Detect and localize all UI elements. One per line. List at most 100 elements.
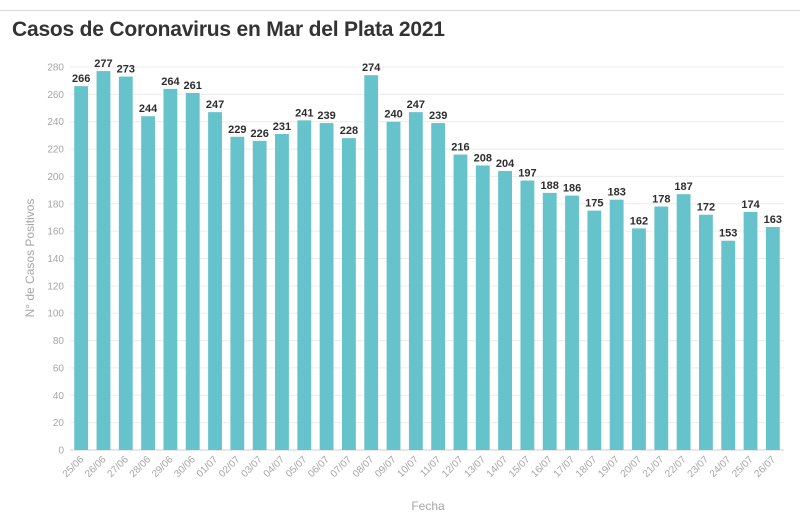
x-tick-label: 13/07: [462, 454, 488, 480]
y-tick-label: 0: [58, 446, 64, 457]
x-tick-label: 19/07: [596, 454, 622, 480]
bar[interactable]: [208, 112, 222, 450]
data-label: 204: [496, 158, 515, 170]
y-tick-label: 260: [47, 90, 64, 101]
bar[interactable]: [297, 120, 312, 450]
bar[interactable]: [676, 194, 691, 450]
bar[interactable]: [632, 228, 646, 450]
bar[interactable]: [453, 154, 468, 451]
data-label: 175: [585, 198, 603, 210]
y-tick-label: 280: [47, 63, 64, 74]
data-label: 239: [429, 110, 447, 122]
bar[interactable]: [386, 121, 401, 450]
x-tick-label: 14/07: [485, 454, 511, 480]
bar[interactable]: [565, 195, 579, 450]
x-tick-label: 02/07: [217, 454, 243, 480]
y-tick-label: 20: [53, 418, 65, 429]
y-tick-label: 140: [47, 254, 64, 265]
y-tick-label: 200: [47, 172, 64, 183]
x-axis-label: Fecha: [411, 499, 445, 513]
bar[interactable]: [654, 206, 669, 450]
data-label: 216: [451, 142, 469, 154]
x-tick-label: 04/07: [262, 454, 288, 480]
bar[interactable]: [141, 116, 156, 450]
y-axis-label: N° de Casos Positivos: [23, 199, 37, 318]
bar[interactable]: [252, 140, 267, 450]
bar[interactable]: [118, 76, 133, 450]
bar[interactable]: [319, 123, 334, 450]
data-label: 266: [72, 73, 90, 85]
bar[interactable]: [721, 240, 736, 450]
y-tick-label: 180: [47, 199, 64, 210]
x-tick-label: 25/06: [61, 454, 87, 480]
bar[interactable]: [587, 210, 602, 450]
data-label: 228: [340, 125, 358, 137]
x-tick-label: 20/07: [619, 454, 645, 480]
data-label: 247: [407, 99, 425, 111]
bar[interactable]: [765, 227, 780, 450]
data-label: 197: [518, 168, 536, 180]
x-tick-label: 30/06: [172, 454, 198, 480]
data-label: 264: [161, 76, 180, 88]
x-tick-label: 03/07: [239, 454, 265, 480]
y-tick-label: 40: [53, 391, 65, 402]
data-label: 229: [228, 124, 246, 136]
bar[interactable]: [498, 170, 513, 450]
bar[interactable]: [185, 92, 200, 450]
data-label: 241: [295, 107, 313, 119]
data-label: 247: [206, 99, 224, 111]
x-tick-label: 21/07: [641, 454, 667, 480]
bar[interactable]: [364, 75, 379, 450]
data-label: 240: [384, 109, 402, 121]
data-label: 231: [273, 121, 291, 133]
bar[interactable]: [96, 71, 111, 450]
x-tick-label: 29/06: [150, 454, 176, 480]
x-tick-label: 16/07: [529, 454, 555, 480]
bar[interactable]: [230, 136, 245, 450]
bar[interactable]: [520, 180, 535, 450]
x-tick-label: 24/07: [708, 454, 734, 480]
y-tick-label: 80: [53, 336, 65, 347]
bar[interactable]: [74, 86, 89, 451]
data-label: 277: [94, 58, 112, 70]
x-tick-label: 01/07: [195, 454, 221, 480]
bar[interactable]: [163, 88, 178, 450]
x-tick-label: 05/07: [284, 454, 310, 480]
bar[interactable]: [275, 134, 289, 450]
bar[interactable]: [743, 211, 758, 450]
x-tick-label: 23/07: [686, 454, 712, 480]
data-label: 274: [362, 62, 381, 74]
data-label: 153: [719, 228, 737, 240]
x-tick-label: 18/07: [574, 454, 600, 480]
x-tick-label: 17/07: [552, 454, 578, 480]
y-tick-label: 220: [47, 145, 64, 156]
x-tick-label: 22/07: [663, 454, 689, 480]
bar[interactable]: [609, 199, 624, 450]
x-tick-label: 12/07: [440, 454, 466, 480]
x-tick-label: 15/07: [507, 454, 533, 480]
data-label: 187: [674, 181, 692, 193]
bar[interactable]: [542, 192, 557, 451]
bar[interactable]: [408, 112, 423, 450]
bar[interactable]: [475, 165, 490, 450]
bar[interactable]: [698, 214, 713, 450]
x-tick-label: 09/07: [373, 454, 399, 480]
x-tick-label: 26/06: [83, 454, 109, 480]
x-tick-label: 11/07: [418, 454, 443, 479]
data-label: 172: [697, 202, 715, 214]
y-tick-label: 60: [53, 363, 65, 374]
data-label: 239: [317, 110, 335, 122]
bar[interactable]: [431, 123, 446, 450]
bar[interactable]: [341, 138, 356, 450]
x-tick-label: 26/07: [752, 454, 778, 480]
x-tick-label: 28/06: [128, 454, 154, 480]
data-label: 188: [541, 180, 559, 192]
x-tick-label: 10/07: [395, 454, 421, 480]
x-tick-label: 27/06: [105, 454, 131, 480]
data-label: 174: [741, 199, 760, 211]
data-label: 226: [250, 128, 268, 140]
data-label: 208: [474, 152, 492, 164]
data-label: 273: [117, 64, 135, 76]
data-label: 244: [139, 103, 158, 115]
